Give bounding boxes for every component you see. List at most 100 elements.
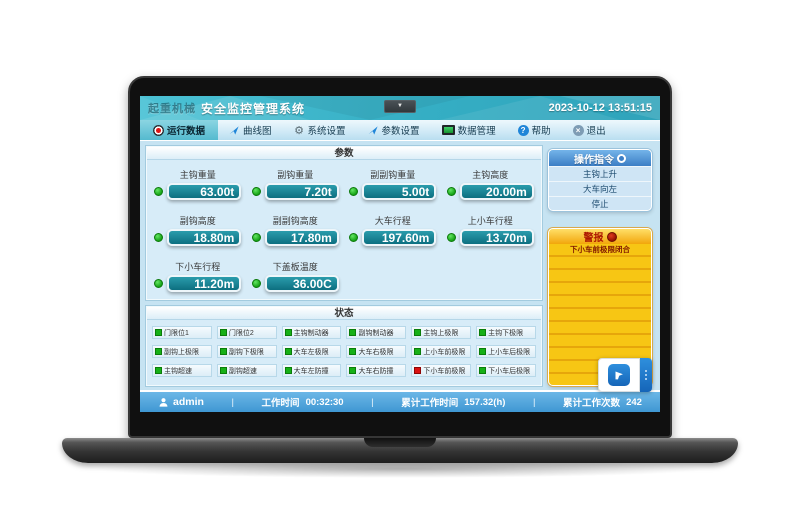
- menu-item-run-data[interactable]: 运行数据: [140, 120, 219, 140]
- status-item: 副钩制动器: [346, 326, 407, 339]
- operation-commands-title: 操作指令: [574, 154, 614, 166]
- data-screen-icon: [441, 125, 455, 135]
- total-time-group: 累计工作时间 157.32(h): [401, 395, 505, 410]
- status-item: 下小车后极限: [476, 364, 536, 377]
- status-item: 主钩上极限: [411, 326, 472, 339]
- status-label: 副钩超速: [228, 367, 257, 375]
- user-cluster: admin: [158, 396, 204, 408]
- titlebar-pattern: [140, 96, 660, 120]
- parameters-panel: 参数 主钩重量 63.00t 副钩重量 7.20t 副副钩重量 5.00t: [146, 146, 542, 300]
- param-label: 副副钩高度: [272, 216, 318, 226]
- param-label: 大车行程: [374, 216, 411, 226]
- total-count-label: 累计工作次数: [563, 398, 621, 409]
- menu-label: 退出: [586, 126, 606, 137]
- status-label: 主钩制动器: [293, 329, 329, 337]
- param-label: 下小车行程: [175, 262, 221, 272]
- status-grid: 门限位1 门限位2 主钩制动器 副钩制动器 主钩上极限 主钩下极限 副钩上极限 …: [147, 320, 541, 383]
- status-indicator: [414, 329, 422, 336]
- menu-label: 运行数据: [167, 126, 206, 137]
- menu-label: 数据管理: [457, 126, 496, 137]
- menu-item-exit[interactable]: × 退出: [562, 120, 617, 140]
- curve-chart-icon: [229, 125, 240, 136]
- parameter-icon: [368, 125, 379, 136]
- widget-handle[interactable]: [640, 358, 652, 392]
- pointer-tool-icon[interactable]: [608, 364, 630, 386]
- total-count-group: 累计工作次数 242: [563, 395, 642, 410]
- status-label: 门限位1: [164, 329, 189, 337]
- gear-icon: ⚙: [294, 124, 304, 137]
- separator: |: [231, 396, 234, 408]
- param-cell: 主钩重量 63.00t: [149, 161, 247, 207]
- param-value: 197.60m: [362, 229, 437, 246]
- status-label: 下小车前极限: [423, 367, 466, 375]
- param-label: 副钩重量: [277, 170, 314, 180]
- status-indicator: [349, 329, 357, 336]
- param-cell: 上小车行程 13.70m: [442, 207, 540, 253]
- param-cell: 副副钩重量 5.00t: [344, 161, 442, 207]
- alarm-row-empty: [549, 283, 651, 296]
- status-indicator: [219, 329, 227, 336]
- menu-label: 曲线图: [243, 126, 272, 137]
- status-label: 上小车前极限: [423, 348, 466, 356]
- status-indicator: [414, 367, 422, 374]
- laptop-base: [62, 438, 738, 463]
- laptop-base-notch: [364, 438, 436, 447]
- param-label: 上小车行程: [467, 216, 513, 226]
- menu-item-curve-chart[interactable]: 曲线图: [218, 120, 283, 140]
- status-label: 主钩下极限: [488, 329, 524, 337]
- param-cell: 下盖板温度 36.00C: [247, 253, 345, 299]
- operation-commands-panel: 操作指令 主钩上升 大车向左 停止: [548, 149, 652, 211]
- menu-label: 帮助: [531, 126, 551, 137]
- operation-commands-header: 操作指令: [549, 150, 651, 166]
- command-main-hook-up[interactable]: 主钩上升: [549, 166, 651, 181]
- status-label: 副钩制动器: [358, 329, 394, 337]
- status-label: 门限位2: [228, 329, 254, 337]
- laptop-screen-bezel: 起重机械 安全监控管理系统 ▼ 2023-10-12 13:51:15 运行数据: [128, 76, 672, 438]
- status-label: 大车左极限: [293, 348, 329, 356]
- param-cell: 副钩重量 7.20t: [247, 161, 345, 207]
- status-panel: 状态 门限位1 门限位2 主钩制动器 副钩制动器 主钩上极限 主钩下极限 副钩上…: [146, 306, 542, 386]
- menu-item-help[interactable]: ? 帮助: [507, 120, 562, 140]
- status-indicator: [284, 348, 292, 355]
- param-cell: 副钩高度 18.80m: [149, 207, 247, 253]
- status-item: 主钩下极限: [476, 326, 536, 339]
- status-item: 大车右极限: [346, 345, 407, 358]
- close-icon: ×: [572, 124, 584, 136]
- param-label: 主钩高度: [472, 170, 509, 180]
- param-value: 18.80m: [167, 229, 242, 246]
- menu-item-system-settings[interactable]: ⚙ 系统设置: [283, 120, 357, 140]
- alarm-header: 警报: [549, 229, 651, 244]
- param-value: 7.20t: [264, 183, 339, 200]
- status-indicator: [155, 348, 162, 355]
- command-gantry-left[interactable]: 大车向左: [549, 181, 651, 196]
- command-stop[interactable]: 停止: [549, 196, 651, 210]
- chevron-down-icon: ▼: [397, 103, 403, 109]
- status-panel-title: 状态: [147, 307, 541, 320]
- menu-item-parameter-settings[interactable]: 参数设置: [357, 120, 431, 140]
- tool-card[interactable]: [598, 358, 640, 392]
- status-indicator: [479, 329, 487, 336]
- datetime-display: 2023-10-12 13:51:15: [548, 102, 652, 114]
- param-ok-indicator: [251, 233, 261, 242]
- param-ok-indicator: [349, 233, 359, 242]
- param-ok-indicator: [446, 233, 456, 242]
- alarm-row-empty: [549, 270, 651, 283]
- total-time-label: 累计工作时间: [401, 398, 459, 409]
- param-cell: 副副钩高度 17.80m: [247, 207, 345, 253]
- brand-logo: 起重机械: [148, 103, 196, 115]
- status-item: 主钩超速: [152, 364, 212, 377]
- param-value: 5.00t: [362, 183, 437, 200]
- help-icon: ?: [517, 124, 529, 136]
- floating-tool-widget[interactable]: [598, 358, 652, 392]
- status-indicator: [155, 329, 162, 336]
- collapse-button[interactable]: ▼: [384, 100, 416, 113]
- parameters-grid: 主钩重量 63.00t 副钩重量 7.20t 副副钩重量 5.00t 主钩高: [147, 160, 541, 300]
- alarm-entry: 下小车前极限闭合: [549, 244, 651, 257]
- status-item: 门限位2: [216, 326, 277, 339]
- main-area: 参数 主钩重量 63.00t 副钩重量 7.20t 副副钩重量 5.00t: [140, 141, 660, 390]
- app-window: 起重机械 安全监控管理系统 ▼ 2023-10-12 13:51:15 运行数据: [140, 96, 660, 412]
- alarm-row-empty: [549, 335, 651, 348]
- menu-item-data-management[interactable]: 数据管理: [431, 120, 507, 140]
- param-ok-indicator: [251, 187, 261, 196]
- status-item: 副钩超速: [216, 364, 277, 377]
